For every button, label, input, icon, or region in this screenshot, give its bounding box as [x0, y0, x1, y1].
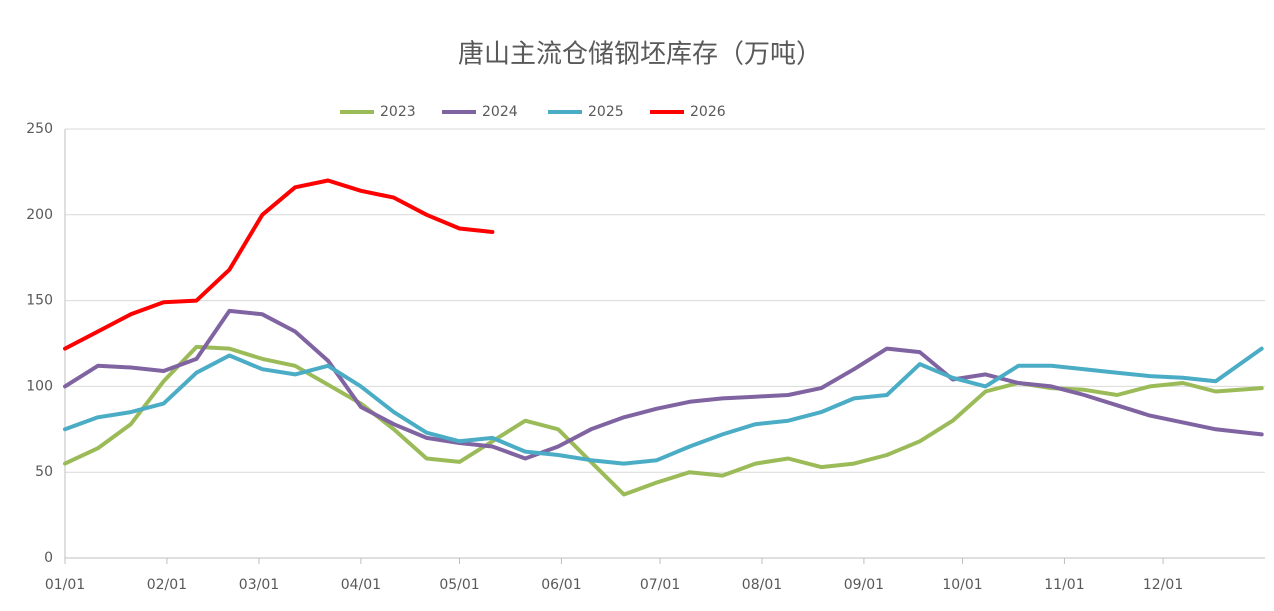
series-line: [63, 346, 1264, 466]
series-line: [63, 178, 495, 351]
x-tick-label: 09/01: [844, 577, 884, 593]
x-tick-label: 07/01: [640, 577, 680, 593]
y-tick-label: 50: [35, 464, 53, 480]
y-tick-label: 100: [26, 378, 53, 394]
legend-label: 2024: [482, 104, 518, 120]
series-line: [63, 308, 1264, 461]
y-tick-label: 150: [26, 293, 53, 309]
legend-label: 2026: [690, 104, 726, 120]
x-tick-label: 03/01: [239, 577, 279, 593]
x-tick-label: 06/01: [541, 577, 581, 593]
y-tick-label: 0: [44, 550, 53, 566]
x-tick-label: 04/01: [341, 577, 381, 593]
legend-label: 2025: [588, 104, 624, 120]
x-tick-label: 01/01: [45, 577, 85, 593]
x-tick-label: 11/01: [1044, 577, 1084, 593]
y-tick-label: 250: [26, 121, 53, 137]
x-tick-label: 08/01: [742, 577, 782, 593]
y-tick-label: 200: [26, 207, 53, 223]
x-tick-label: 05/01: [439, 577, 479, 593]
x-tick-label: 02/01: [147, 577, 187, 593]
chart-title: 唐山主流仓储钢坯库存（万吨）: [458, 40, 822, 70]
legend-label: 2023: [380, 104, 416, 120]
x-tick-label: 10/01: [942, 577, 982, 593]
x-tick-label: 12/01: [1143, 577, 1183, 593]
